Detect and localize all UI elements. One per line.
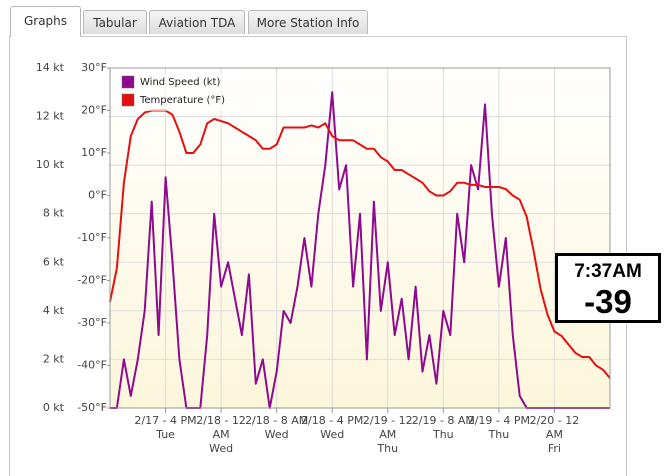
- y-tick-label: 2 kt: [43, 352, 65, 365]
- tab[interactable]: More Station Info: [248, 10, 368, 34]
- readout-time: 7:37AM: [574, 261, 642, 282]
- y-tick-label: 8 kt: [43, 207, 65, 220]
- x-tick-label: 2/19 - 8 AM Thu: [411, 414, 475, 441]
- legend-swatch: [121, 75, 135, 89]
- plot-area: [109, 67, 611, 409]
- tab[interactable]: Aviation TDA: [149, 10, 245, 34]
- y2-tick-label: -50°F: [77, 401, 107, 414]
- readout-value: -39: [584, 283, 632, 320]
- x-tick-label: 2/18 - 8 AM Wed: [245, 414, 309, 441]
- legend-swatch: [121, 93, 135, 107]
- y-tick-label: 0 kt: [43, 401, 65, 414]
- x-tick-label: 2/19 - 12 AM Thu: [362, 414, 413, 455]
- plot-border: [109, 67, 611, 409]
- x-tick-label: 2/17 - 4 PM Tue: [134, 414, 197, 441]
- y2-tick-label: 10°F: [81, 146, 107, 159]
- readout-box: 7:37AM -39: [555, 253, 661, 323]
- y2-tick-label: 0°F: [88, 189, 107, 202]
- x-tick-label: 2/18 - 4 PM Wed: [301, 414, 364, 441]
- y-tick-label: 12 kt: [36, 110, 65, 123]
- y2-tick-label: -10°F: [77, 231, 107, 244]
- x-tick-label: 2/19 - 4 PM Thu: [467, 414, 531, 441]
- y2-tick-label: -30°F: [77, 316, 107, 329]
- y-tick-label: 6 kt: [43, 255, 65, 268]
- series-line: [109, 109, 611, 379]
- x-tick-label: 2/20 - 12 AM Fri: [529, 414, 580, 455]
- y-tick-label: 10 kt: [36, 158, 65, 171]
- tab[interactable]: Graphs: [10, 6, 81, 37]
- legend: Wind Speed (kt) Temperature (°F): [115, 73, 225, 111]
- y-tick-label: 14 kt: [36, 61, 65, 74]
- legend-label: Temperature (°F): [139, 95, 225, 106]
- y-tick-label: 4 kt: [43, 304, 65, 317]
- y2-tick-label: 20°F: [81, 104, 107, 117]
- legend-label: Wind Speed (kt): [140, 77, 220, 88]
- y2-tick-label: -40°F: [77, 359, 107, 372]
- x-tick-label: 2/18 - 12 AM Wed: [196, 414, 246, 455]
- tab[interactable]: Tabular: [83, 10, 147, 34]
- y2-tick-label: 30°F: [81, 61, 107, 74]
- y2-tick-label: -20°F: [77, 274, 107, 287]
